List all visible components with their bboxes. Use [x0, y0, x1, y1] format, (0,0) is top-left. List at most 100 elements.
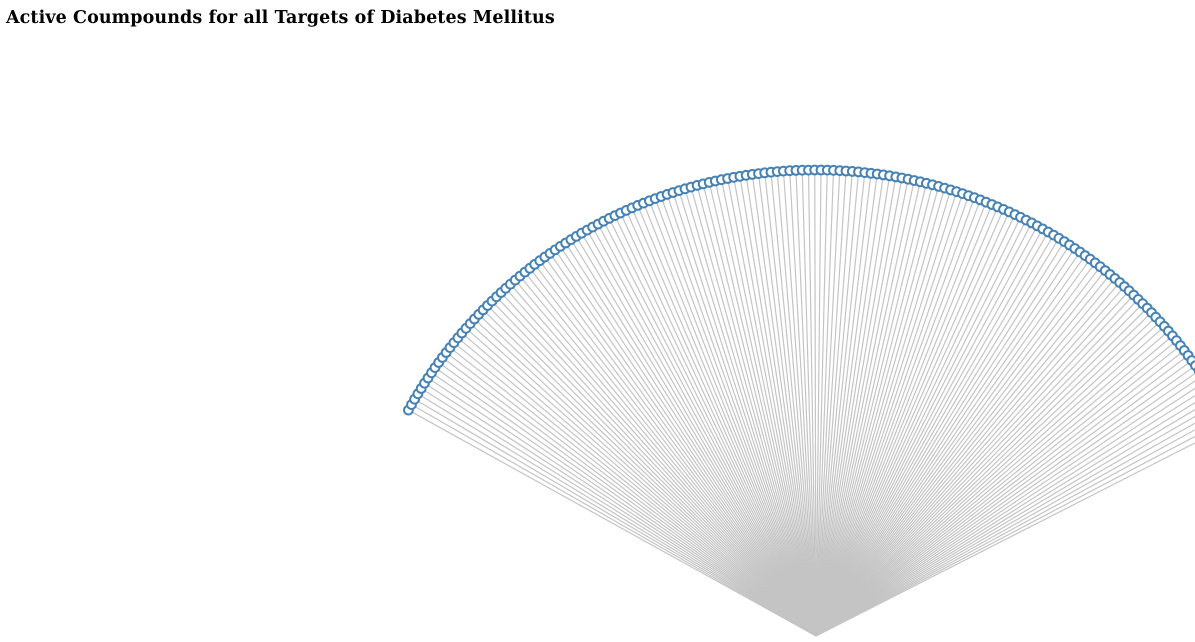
link — [815, 209, 1005, 637]
link — [815, 225, 1038, 637]
link — [814, 170, 817, 637]
link — [815, 193, 964, 637]
link — [815, 312, 1152, 637]
link — [815, 270, 1106, 637]
link — [795, 170, 817, 637]
link — [815, 262, 1096, 637]
link — [654, 198, 817, 637]
link — [815, 335, 1173, 637]
nodes-layer — [403, 164, 1195, 416]
link — [672, 192, 817, 637]
link — [815, 325, 1165, 637]
link — [733, 177, 817, 637]
link — [815, 181, 921, 637]
link — [815, 330, 1169, 637]
link — [660, 196, 817, 637]
link — [445, 352, 817, 637]
link — [815, 345, 1181, 637]
link — [586, 229, 817, 637]
link — [581, 232, 817, 637]
link — [815, 175, 891, 637]
link — [487, 305, 817, 637]
link — [815, 321, 1161, 637]
link — [815, 394, 1195, 637]
link — [815, 171, 853, 637]
link — [815, 435, 1195, 637]
link — [815, 184, 934, 637]
link — [519, 275, 817, 637]
link — [614, 215, 817, 637]
link — [559, 246, 817, 637]
link — [815, 354, 1189, 637]
link — [544, 256, 817, 637]
link — [408, 409, 817, 637]
link — [565, 242, 817, 637]
link — [815, 199, 981, 637]
link — [815, 222, 1033, 637]
link — [776, 171, 817, 637]
link — [815, 183, 928, 637]
link — [625, 210, 817, 637]
link — [708, 182, 817, 637]
link — [696, 185, 817, 637]
link — [434, 367, 817, 637]
link — [603, 220, 817, 637]
link — [815, 186, 940, 637]
link — [414, 398, 817, 637]
link — [815, 214, 1016, 637]
link — [815, 173, 878, 637]
link — [815, 442, 1195, 637]
link — [465, 327, 817, 637]
link — [745, 175, 817, 637]
link — [815, 231, 1049, 637]
link — [815, 365, 1195, 637]
link — [815, 241, 1065, 637]
link — [815, 171, 860, 637]
link — [529, 267, 817, 637]
link — [815, 238, 1060, 637]
link — [815, 422, 1195, 637]
link — [575, 236, 817, 637]
link — [815, 170, 835, 637]
link — [815, 298, 1139, 637]
link — [539, 260, 817, 637]
link — [815, 197, 975, 637]
link — [815, 429, 1195, 637]
link — [815, 286, 1125, 637]
link — [442, 357, 817, 637]
link — [815, 176, 897, 637]
link — [815, 219, 1027, 637]
link — [496, 296, 817, 637]
link — [482, 309, 817, 637]
link — [815, 234, 1055, 637]
link — [807, 170, 817, 637]
link — [815, 189, 952, 637]
link — [702, 183, 817, 637]
link — [815, 340, 1177, 637]
link — [427, 377, 817, 637]
link — [505, 287, 817, 637]
link — [815, 170, 822, 637]
compound-node[interactable] — [1190, 360, 1195, 371]
link — [815, 204, 993, 637]
link — [815, 206, 999, 637]
link — [815, 217, 1022, 637]
link — [815, 415, 1195, 637]
link — [424, 382, 817, 637]
link — [815, 255, 1086, 637]
link — [815, 195, 970, 637]
link — [815, 177, 903, 637]
link — [420, 387, 817, 637]
link — [815, 258, 1091, 637]
link — [619, 212, 817, 637]
link — [597, 223, 817, 637]
link — [474, 318, 817, 637]
link — [789, 170, 817, 637]
link — [815, 387, 1195, 637]
link — [592, 226, 817, 637]
link — [461, 332, 817, 637]
link — [726, 178, 817, 637]
link — [757, 173, 817, 637]
link — [815, 360, 1193, 637]
links-layer — [408, 170, 1195, 637]
